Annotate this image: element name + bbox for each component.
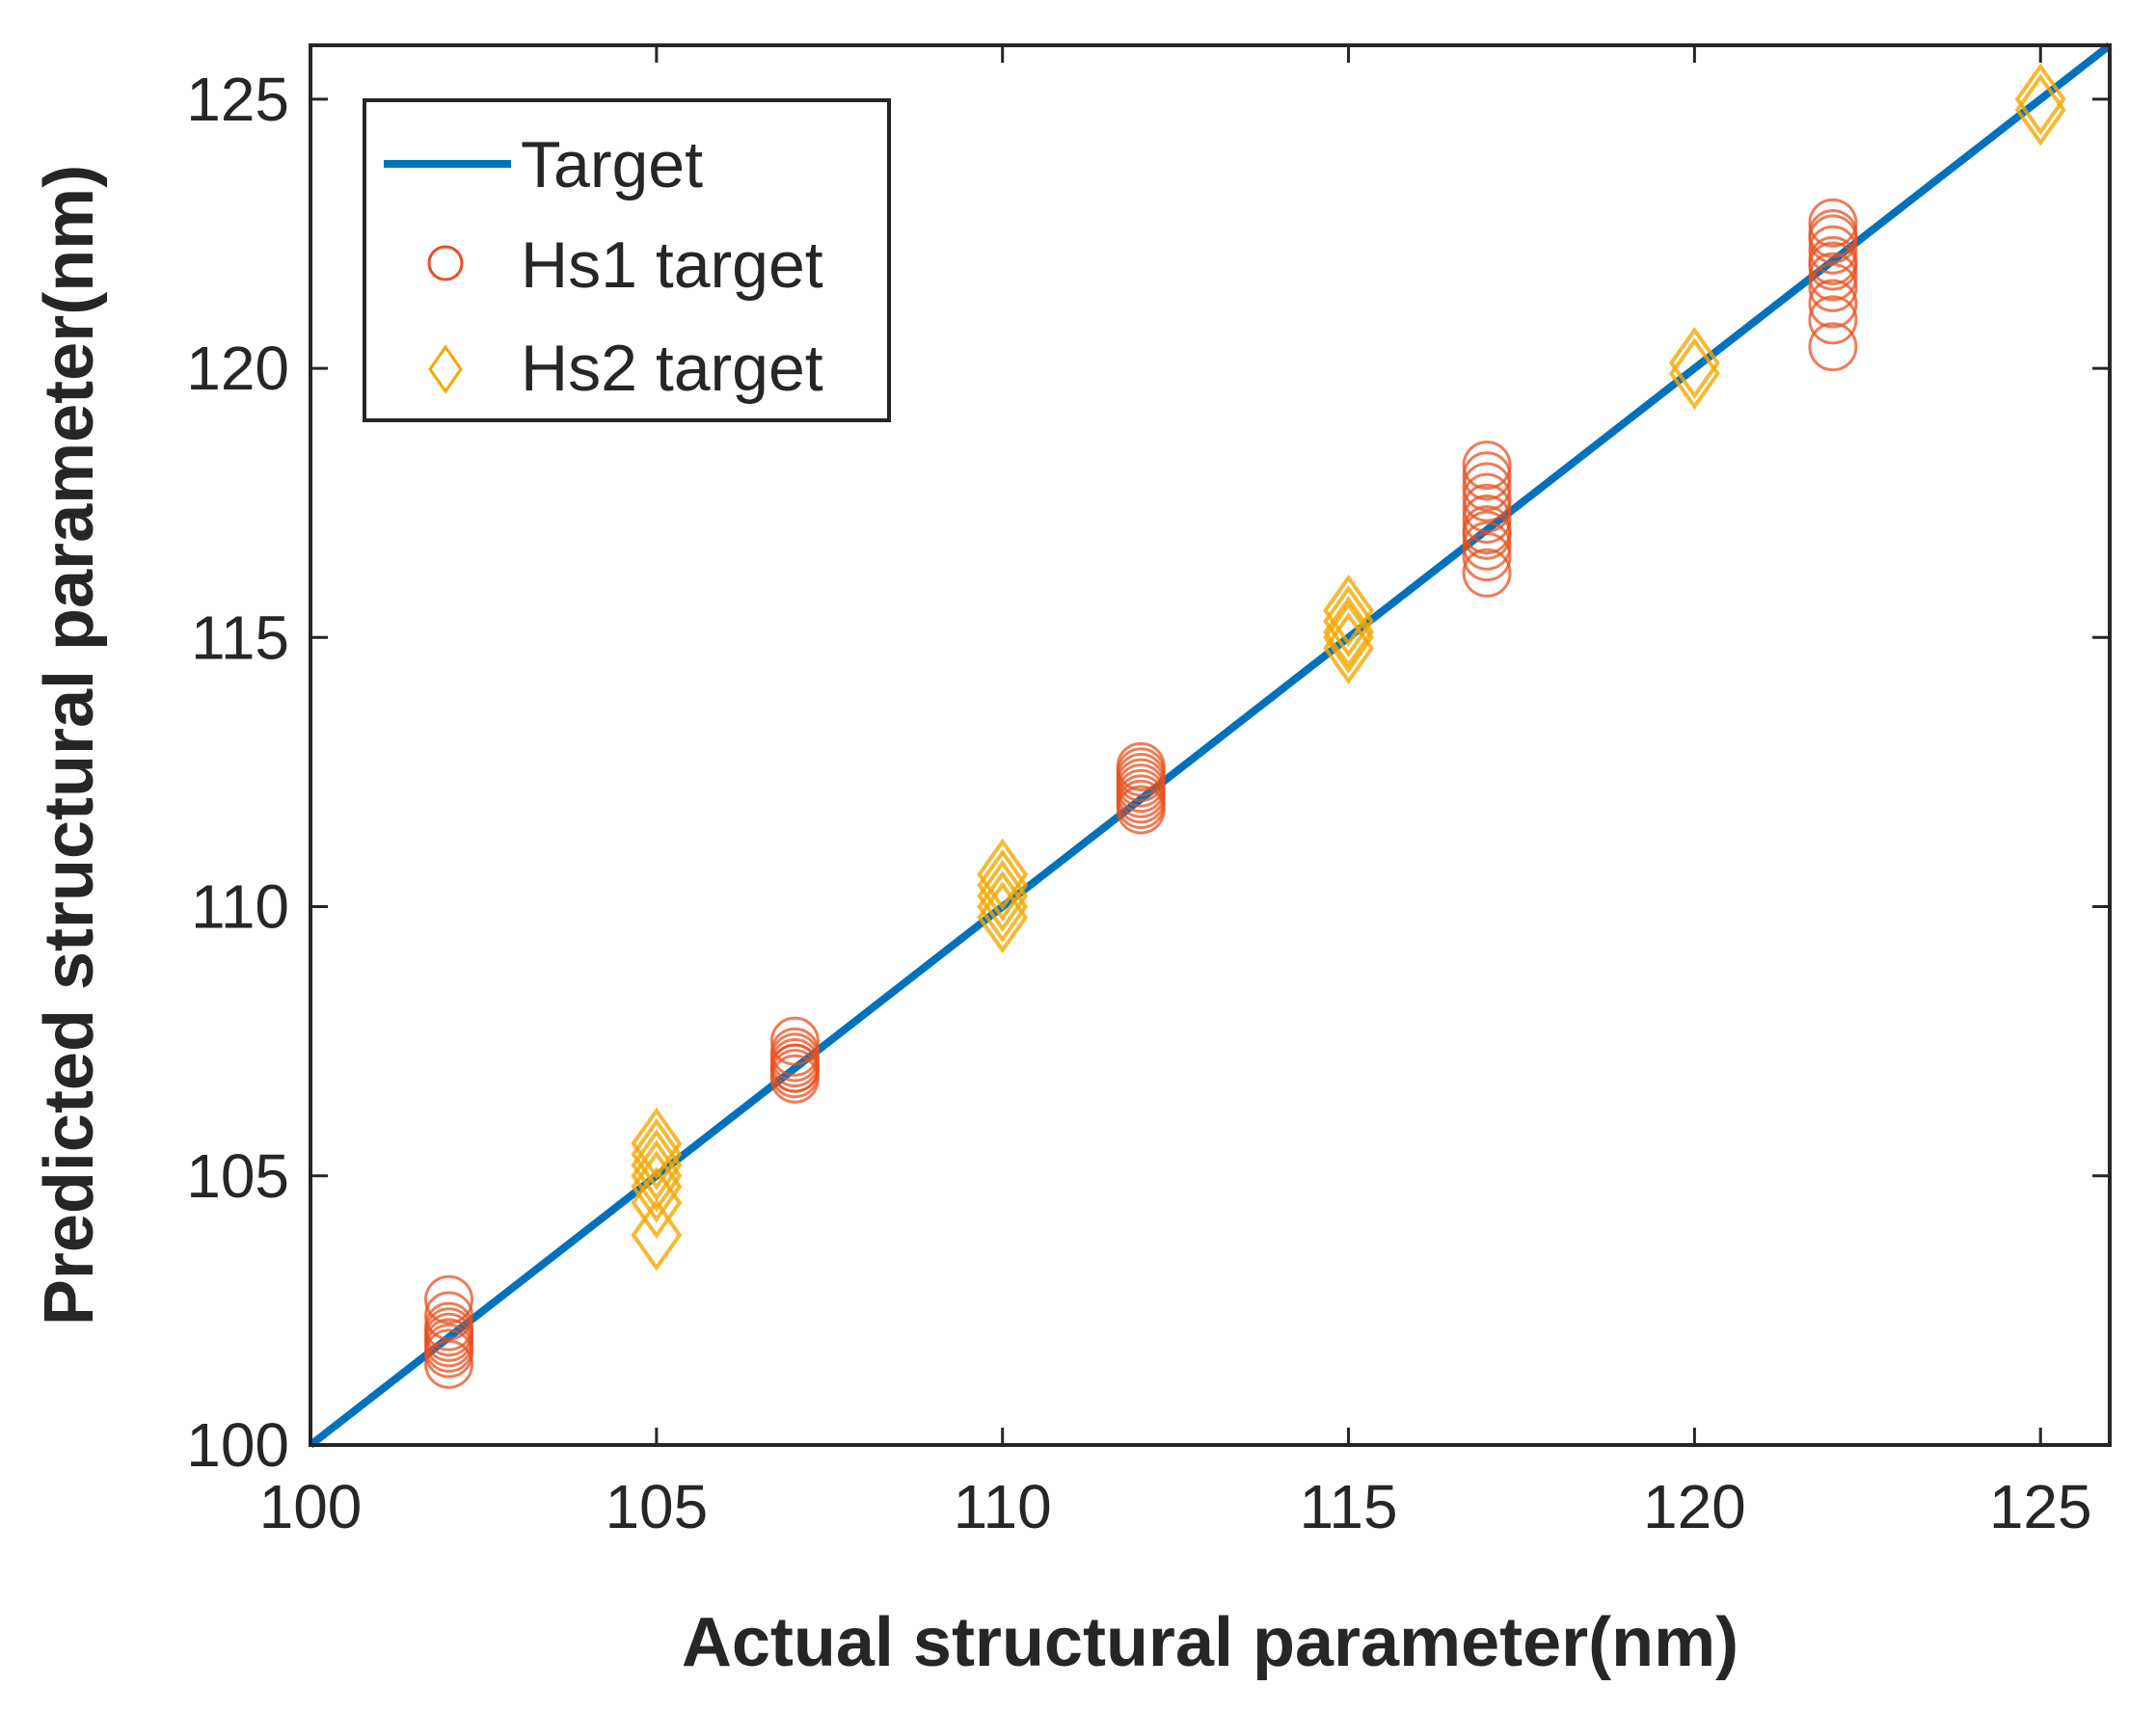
x-tick-label: 110 bbox=[954, 1472, 1052, 1541]
axis-ticks: 100 105 110 115 120 125 100 105 110 115 120 125 bbox=[186, 45, 2110, 1541]
hs1-point bbox=[1808, 279, 1858, 329]
hs1-point bbox=[424, 1301, 474, 1352]
x-tick-label: 100 bbox=[259, 1472, 363, 1541]
hs2-point bbox=[2014, 63, 2066, 136]
hs1-point bbox=[1462, 521, 1512, 571]
x-tick-label: 105 bbox=[605, 1472, 708, 1541]
hs2-point bbox=[1668, 337, 1720, 411]
hs1-point bbox=[1462, 483, 1512, 533]
hs2-point bbox=[1323, 585, 1374, 658]
hs1-point bbox=[1462, 441, 1512, 491]
hs2-point bbox=[977, 848, 1029, 922]
y-tick-label: 120 bbox=[186, 334, 289, 403]
data-marks bbox=[308, 41, 2113, 1449]
hs2-point bbox=[2014, 73, 2066, 147]
hs1-point bbox=[1462, 548, 1512, 598]
legend-label-target: Target bbox=[521, 128, 703, 201]
hs2-point bbox=[631, 1198, 683, 1271]
hs1-point bbox=[1462, 494, 1512, 544]
hs2-point bbox=[631, 1166, 683, 1240]
hs1-point bbox=[1462, 505, 1512, 555]
hs1-point bbox=[1116, 741, 1166, 791]
x-tick-label: 125 bbox=[1989, 1472, 2092, 1541]
hs1-point bbox=[1808, 262, 1858, 312]
hs1-point bbox=[769, 1016, 820, 1066]
hs1-point bbox=[1462, 472, 1512, 522]
hs1-point bbox=[769, 1027, 820, 1077]
x-tick-label: 115 bbox=[1300, 1472, 1398, 1541]
hs1-point bbox=[1808, 198, 1858, 248]
y-tick-label: 115 bbox=[191, 602, 289, 672]
hs2-point bbox=[1668, 327, 1720, 399]
y-axis-title: Predicted structural parameter(nm) bbox=[31, 165, 108, 1325]
hs2-point bbox=[1323, 612, 1374, 684]
legend-hs1-marker bbox=[427, 245, 464, 281]
hs1-point bbox=[1808, 252, 1858, 302]
y-tick-label: 125 bbox=[186, 65, 289, 134]
hs2-point bbox=[977, 838, 1029, 911]
hs1-point bbox=[1462, 451, 1512, 501]
hs1-point bbox=[424, 1274, 474, 1325]
hs1-point bbox=[1808, 225, 1858, 275]
legend-label-hs2: Hs2 target bbox=[521, 332, 823, 405]
legend: Target Hs1 target Hs2 target bbox=[363, 98, 891, 422]
hs1-point bbox=[1808, 208, 1858, 258]
hs2-point bbox=[631, 1117, 683, 1191]
hs1-point bbox=[1808, 322, 1858, 372]
legend-label-hs1: Hs1 target bbox=[521, 228, 823, 302]
y-tick-label: 100 bbox=[186, 1410, 289, 1480]
hs1-point bbox=[1808, 295, 1858, 345]
legend-box bbox=[363, 98, 891, 422]
hs2-point bbox=[1323, 601, 1374, 674]
hs2-point bbox=[631, 1107, 683, 1180]
legend-hs2-marker bbox=[428, 344, 463, 394]
hs2-point bbox=[1323, 574, 1374, 647]
y-tick-label: 110 bbox=[191, 872, 289, 942]
hs1-point bbox=[424, 1339, 474, 1389]
x-axis-title: Actual structural parameter(nm) bbox=[682, 1604, 1738, 1681]
y-tick-label: 105 bbox=[186, 1141, 289, 1211]
x-tick-label: 120 bbox=[1643, 1472, 1746, 1541]
hs1-point bbox=[1462, 532, 1512, 582]
plot-area-frame bbox=[309, 43, 2112, 1447]
hs1-point bbox=[1462, 462, 1512, 512]
hs1-point bbox=[424, 1291, 474, 1341]
hs1-point bbox=[1808, 235, 1858, 285]
